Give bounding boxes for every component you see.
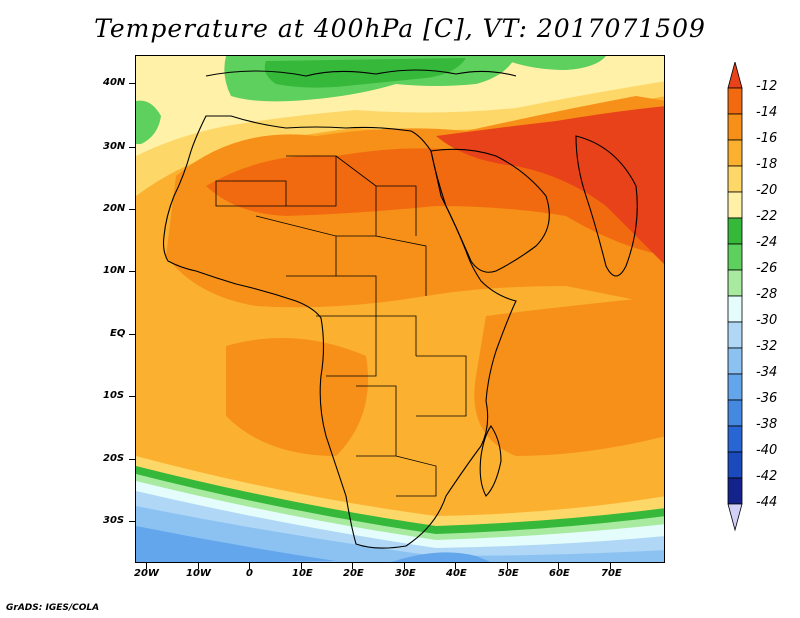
madagascar-coastline	[479, 425, 502, 497]
lat-label-40n: 40N	[103, 77, 126, 88]
lon-tick	[198, 563, 199, 569]
lon-tick	[352, 563, 353, 569]
legend-color-box	[727, 269, 743, 297]
legend-color-box	[727, 113, 743, 141]
lat-label-10s: 10S	[103, 390, 125, 401]
field-green-caspian	[496, 56, 606, 70]
field-orange-atlantic	[226, 338, 368, 456]
lon-tick	[404, 563, 405, 569]
legend-color-box	[727, 451, 743, 479]
coastlines	[162, 69, 638, 549]
map-plot-area	[135, 55, 665, 563]
lat-label-20n: 20N	[103, 203, 126, 214]
lat-label-eq: EQ	[110, 328, 126, 339]
lon-label-50e: 50E	[498, 568, 519, 579]
lat-tick	[129, 271, 135, 272]
field-green-atlantic	[136, 100, 161, 144]
legend-tick-label: -28	[756, 287, 778, 302]
europe-coastline	[205, 69, 517, 77]
legend-tick-label: -16	[756, 131, 778, 146]
legend-color-box	[727, 425, 743, 453]
field-orange-indian-ocean	[474, 296, 664, 456]
lon-label-40e: 40E	[446, 568, 467, 579]
india-coastline	[575, 135, 638, 277]
lon-label-20e: 20E	[343, 568, 364, 579]
lat-label-30n: 30N	[103, 141, 126, 152]
legend-tick-label: -44	[756, 495, 778, 510]
legend-tick-label: -34	[756, 365, 778, 380]
map-title: Temperature at 400hPa [C], VT: 201707150…	[94, 14, 706, 43]
lon-label-30e: 30E	[395, 568, 416, 579]
lon-tick	[507, 563, 508, 569]
color-legend: -12 -14 -16 -18 -20 -22 -24 -26 -28 -30 -32 -34 -36 -…	[722, 62, 800, 562]
lat-tick	[129, 147, 135, 148]
legend-color-box	[727, 477, 743, 505]
lon-tick	[558, 563, 559, 569]
border-lines	[215, 155, 467, 497]
legend-color-box	[727, 243, 743, 271]
credit-text: GrADS: IGES/COLA	[6, 603, 100, 613]
legend-colorbar	[727, 62, 743, 532]
lat-tick	[129, 459, 135, 460]
field-hot-arabia-india	[436, 106, 664, 264]
legend-color-box	[727, 399, 743, 427]
lon-label-10w: 10W	[186, 568, 211, 579]
legend-tick-label: -38	[756, 417, 778, 432]
lon-label-10e: 10E	[292, 568, 313, 579]
legend-color-box	[727, 217, 743, 245]
temperature-field	[136, 56, 664, 562]
lat-label-10n: 10N	[103, 265, 126, 276]
legend-tick-label: -26	[756, 261, 778, 276]
country-borders	[215, 155, 467, 497]
lat-tick	[129, 334, 135, 335]
legend-tick-label: -36	[756, 391, 778, 406]
lat-tick	[129, 83, 135, 84]
legend-color-box	[727, 295, 743, 323]
legend-color-box	[727, 347, 743, 375]
legend-color-box	[727, 373, 743, 401]
legend-tick-label: -18	[756, 157, 778, 172]
lon-tick	[249, 563, 250, 569]
legend-color-box	[727, 87, 743, 115]
lon-tick	[610, 563, 611, 569]
lat-label-20s: 20S	[103, 453, 125, 464]
legend-tick-label: -20	[756, 183, 778, 198]
legend-color-box	[727, 191, 743, 219]
legend-color-box	[727, 165, 743, 193]
legend-tick-label: -32	[756, 339, 778, 354]
lon-label-0: 0	[246, 568, 253, 579]
lat-tick	[129, 521, 135, 522]
legend-tick-label: -42	[756, 469, 778, 484]
lat-label-30s: 30S	[103, 515, 125, 526]
legend-top-arrow	[727, 62, 743, 89]
lat-tick	[129, 396, 135, 397]
legend-tick-label: -12	[756, 79, 778, 94]
lat-tick	[129, 209, 135, 210]
legend-tick-label: -22	[756, 209, 778, 224]
legend-tick-label: -24	[756, 235, 778, 250]
legend-color-box	[727, 321, 743, 349]
legend-color-box	[727, 139, 743, 167]
field-mid-blue-south	[136, 526, 336, 562]
legend-tick-label: -40	[756, 443, 778, 458]
legend-tick-label: -30	[756, 313, 778, 328]
lon-tick	[146, 563, 147, 569]
lon-label-20w: 20W	[134, 568, 159, 579]
lon-label-60e: 60E	[549, 568, 570, 579]
lon-tick	[301, 563, 302, 569]
legend-tick-label: -14	[756, 105, 778, 120]
field-blue-south	[136, 506, 664, 562]
field-mid-blue-south-2	[391, 552, 491, 562]
legend-bottom-arrow	[727, 503, 743, 532]
lon-tick	[455, 563, 456, 569]
arabia-coastline	[430, 148, 550, 273]
lon-label-70e: 70E	[601, 568, 622, 579]
